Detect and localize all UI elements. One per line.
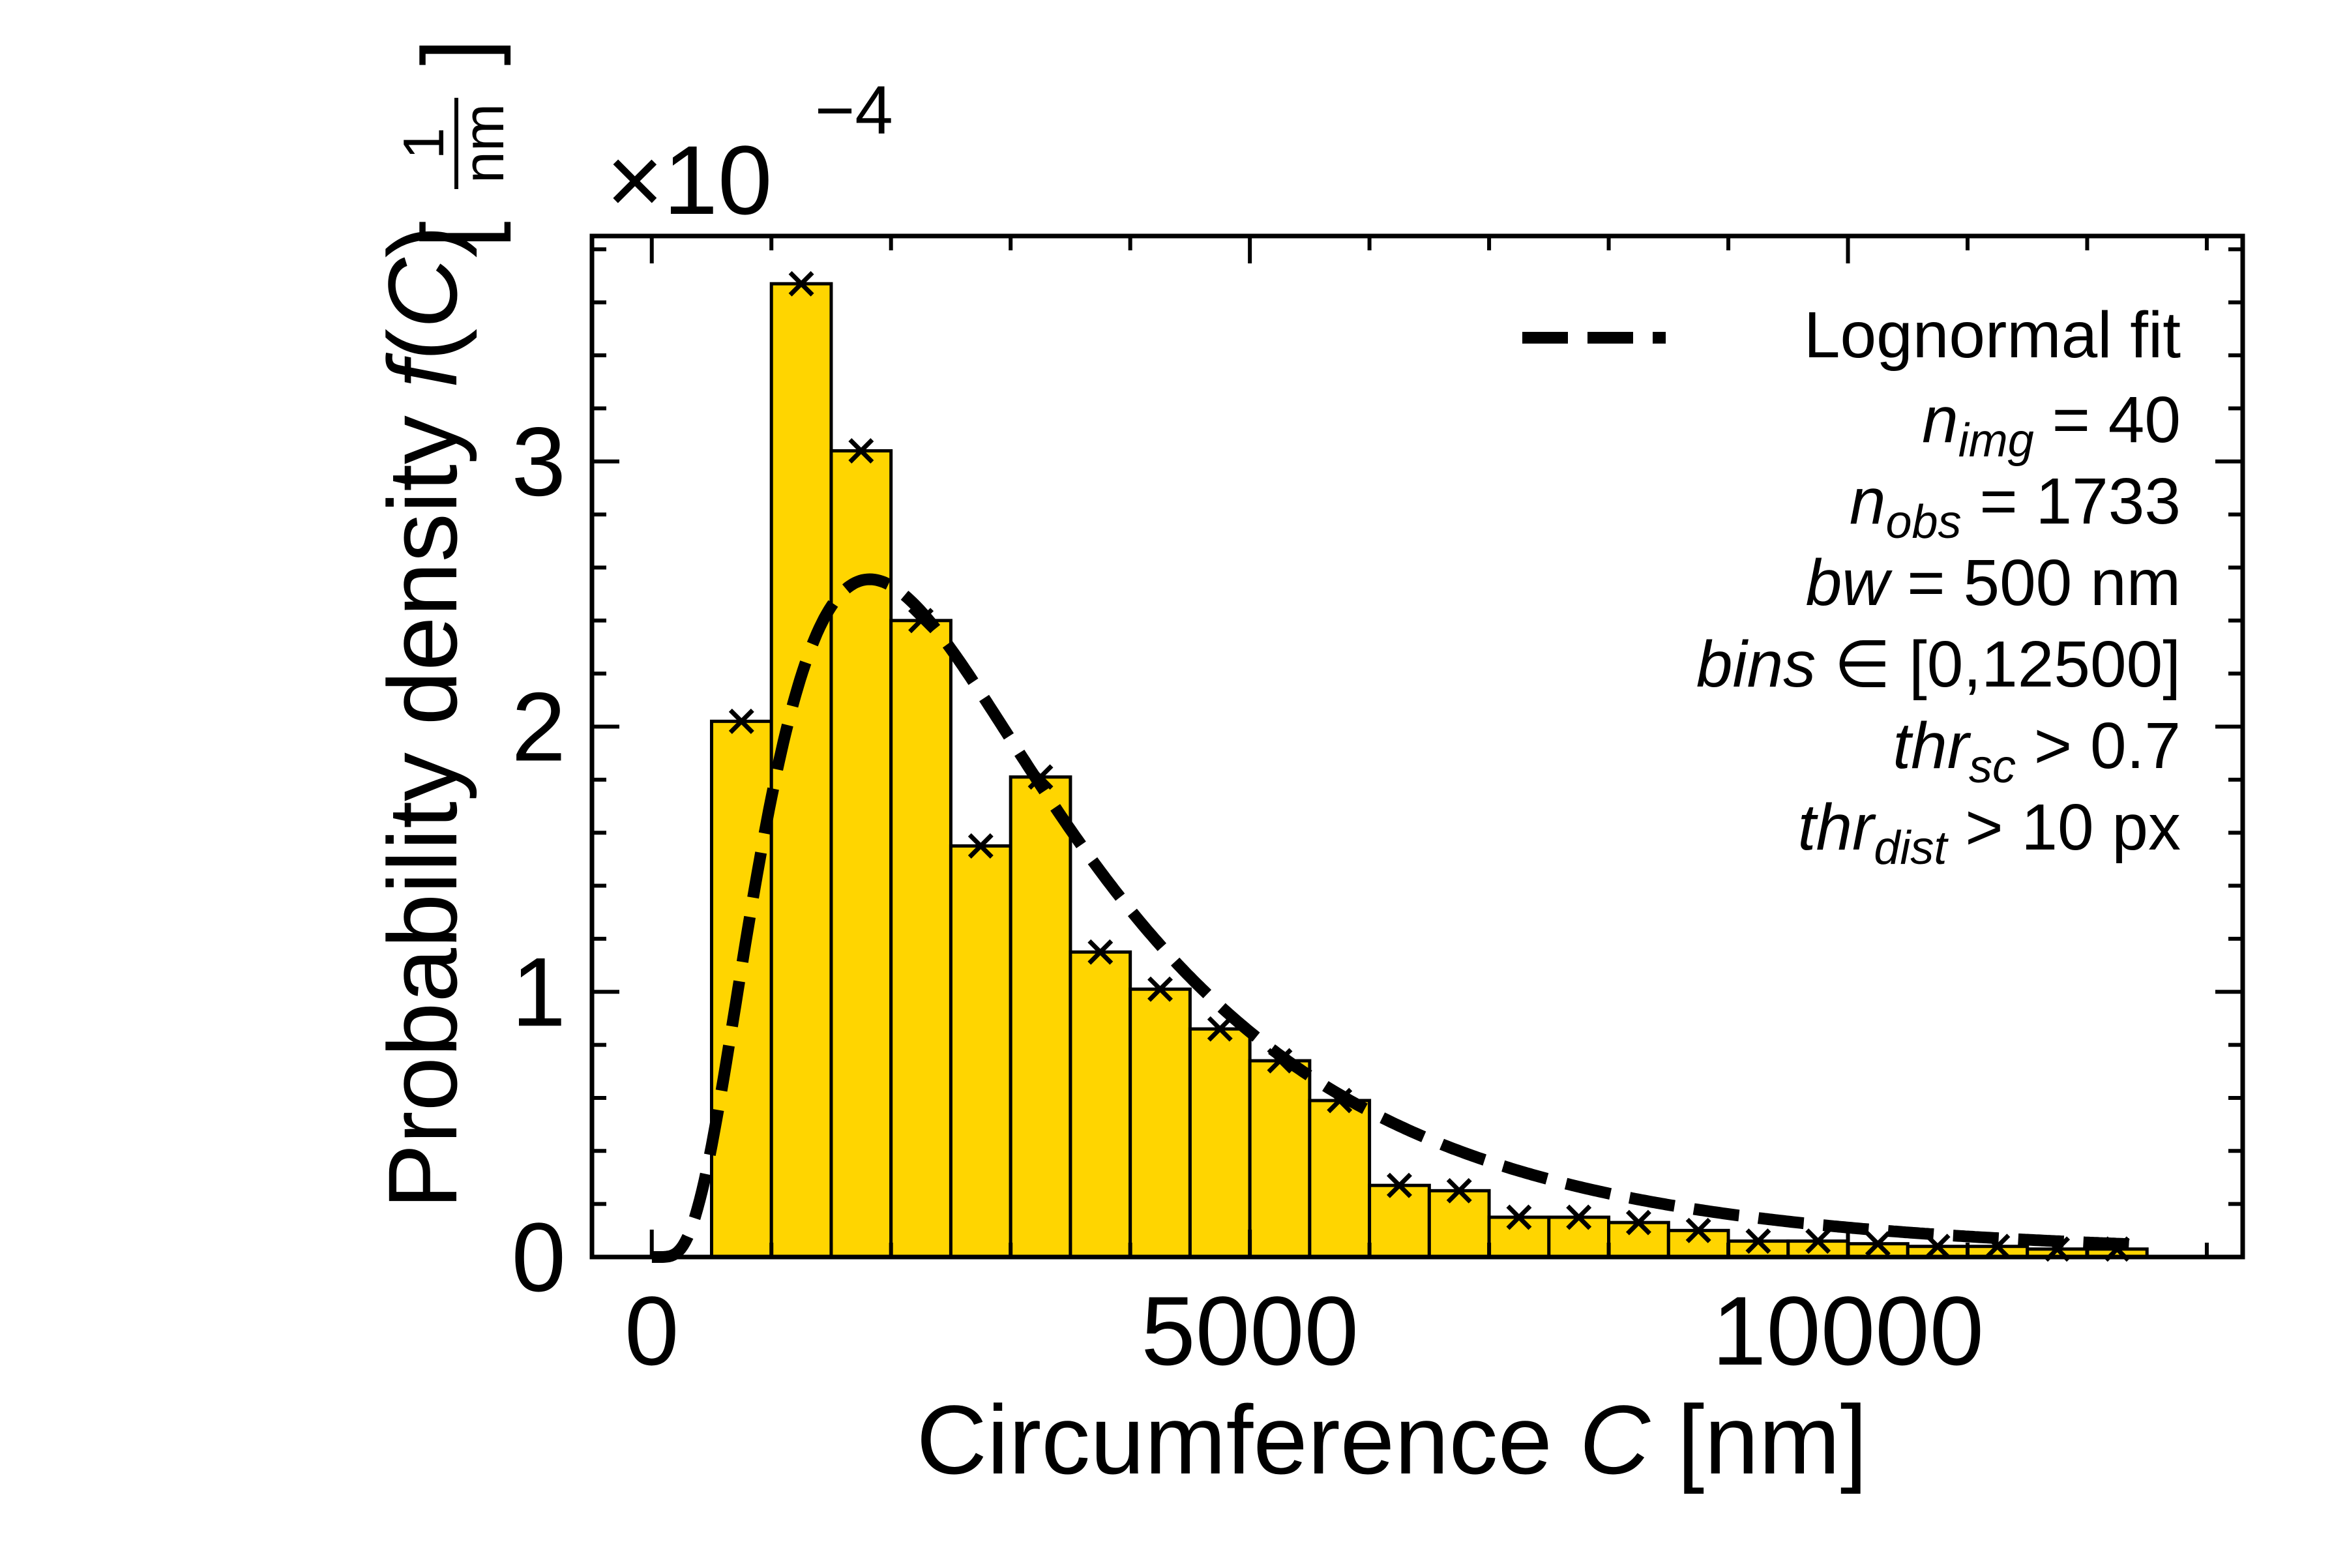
- x-tick-label: 10000: [1712, 1276, 1984, 1385]
- legend-subscript: sc: [1969, 741, 2016, 793]
- data-marker-12: [1446, 1177, 1472, 1204]
- y-label-part: ): [368, 226, 477, 258]
- data-marker-5: [1027, 764, 1054, 790]
- histogram-bar-3: [889, 619, 952, 1259]
- legend-value: ∈ [0,12500]: [1816, 628, 2181, 701]
- histogram-bar-16: [1666, 1228, 1730, 1259]
- y-axis-unit: [ 1 nm ]: [391, 38, 516, 248]
- histogram-bar-14: [1547, 1215, 1611, 1259]
- legend-line-5: thrdist > 10 px: [1798, 791, 2181, 874]
- data-marker-7: [1147, 976, 1173, 1002]
- y-label-part: (: [368, 329, 477, 361]
- multiplier-exponent: −4: [815, 72, 893, 149]
- data-marker-3: [908, 608, 934, 634]
- legend-symbol: n: [1850, 465, 1886, 538]
- data-marker-0: [728, 708, 754, 734]
- data-marker-16: [1685, 1217, 1711, 1243]
- histogram-bar-11: [1368, 1183, 1431, 1259]
- histogram-bar-1: [769, 282, 833, 1259]
- legend-value: > 0.7: [2016, 709, 2181, 782]
- y-label-part: C: [368, 257, 477, 329]
- x-label-part: Circumference: [917, 1385, 1580, 1494]
- unit-bracket-right: ]: [402, 38, 511, 66]
- histogram-bar-10: [1308, 1099, 1372, 1259]
- legend-line-0: nimg = 40: [1922, 383, 2181, 467]
- x-tick-label: 5000: [1141, 1276, 1359, 1385]
- legend-symbol: n: [1922, 383, 1958, 456]
- legend-line-4: thrsc > 0.7: [1893, 709, 2181, 793]
- tick-labels-layer: 0 5000 10000 0 1 2 3: [512, 407, 1985, 1385]
- y-tick-label: 1: [512, 937, 566, 1046]
- plot-frame: [589, 233, 2245, 1260]
- ticks-layer: [592, 236, 2243, 1259]
- data-marker-6: [1087, 939, 1114, 965]
- data-marker-14: [1566, 1204, 1592, 1230]
- legend-value: = 500 nm: [1889, 546, 2181, 619]
- data-marker-1: [788, 271, 814, 297]
- y-axis-label-text: Probability density f(C): [368, 226, 477, 1209]
- y-tick-label: 0: [512, 1202, 566, 1312]
- data-marker-15: [1625, 1209, 1651, 1235]
- data-marker-11: [1387, 1172, 1412, 1198]
- histogram-bar-8: [1188, 1027, 1252, 1259]
- y-tick-label: 2: [512, 672, 566, 781]
- data-marker-13: [1506, 1204, 1532, 1230]
- histogram-bar-9: [1248, 1059, 1312, 1259]
- x-label-part: C: [1580, 1385, 1651, 1494]
- legend-value: = 40: [2034, 383, 2181, 456]
- fit-layer: [651, 573, 2145, 1263]
- legend-subscript: img: [1958, 415, 2034, 467]
- legend-value: = 1733: [1962, 465, 2181, 538]
- data-marker-8: [1207, 1016, 1233, 1042]
- data-marker-2: [848, 437, 874, 464]
- legend-symbol: thr: [1893, 709, 1971, 782]
- histogram-bar-13: [1487, 1215, 1551, 1259]
- legend-line-3: bins ∈ [0,12500]: [1696, 628, 2181, 701]
- legend-line-1: nobs = 1733: [1850, 465, 2181, 548]
- unit-numerator: 1: [391, 128, 456, 160]
- histogram-bar-2: [829, 449, 893, 1259]
- markers-layer: [728, 271, 2130, 1262]
- lognormal-fit-line: [651, 573, 2145, 1263]
- histogram-bar-15: [1607, 1220, 1670, 1259]
- data-marker-9: [1267, 1048, 1293, 1074]
- legend-value: > 10 px: [1947, 791, 2181, 864]
- legend-symbol: bins: [1696, 628, 1816, 701]
- histogram-bar-4: [949, 844, 1012, 1259]
- data-marker-4: [967, 833, 994, 859]
- histogram-bar-6: [1069, 950, 1132, 1259]
- legend-symbol: bw: [1806, 546, 1893, 619]
- unit-bracket-left: [: [402, 221, 511, 248]
- data-marker-21: [1985, 1234, 2011, 1260]
- data-marker-19: [1865, 1231, 1891, 1257]
- y-tick-label: 3: [512, 407, 566, 516]
- x-axis-label: Circumference C [nm]: [917, 1385, 1868, 1494]
- y-axis-label: Probability density f(C): [368, 226, 477, 1209]
- legend-subscript: dist: [1874, 822, 1949, 874]
- multiplier-base: ×10: [606, 125, 772, 235]
- data-marker-18: [1805, 1228, 1831, 1254]
- legend-fit-label: Lognormal fit: [1804, 299, 2181, 372]
- y-label-part: Probability density: [368, 388, 477, 1209]
- data-marker-20: [1925, 1234, 1951, 1260]
- histogram-bar-7: [1129, 987, 1192, 1259]
- data-marker-17: [1745, 1228, 1771, 1254]
- legend-symbol: thr: [1798, 791, 1876, 864]
- histogram-bar-12: [1427, 1189, 1491, 1259]
- histogram-bar-5: [1009, 775, 1072, 1259]
- x-tick-label: 0: [625, 1276, 679, 1385]
- legend-subscript: obs: [1885, 496, 1961, 548]
- y-scale-multiplier: ×10 −4: [606, 72, 893, 235]
- data-marker-10: [1327, 1087, 1353, 1114]
- legend-line-2: bw = 500 nm: [1806, 546, 2181, 619]
- unit-denominator: nm: [451, 104, 516, 183]
- x-label-part: [nm]: [1650, 1385, 1867, 1494]
